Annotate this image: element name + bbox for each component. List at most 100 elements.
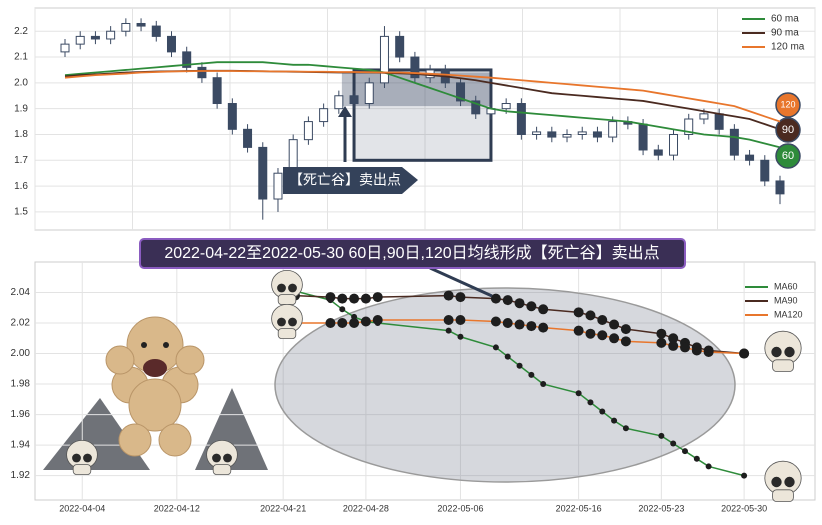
ma-point [445, 327, 452, 334]
ma-point [668, 340, 679, 351]
highlight-box [352, 68, 493, 162]
y-tick-label: 1.9 [14, 103, 28, 114]
legend-label: MA90 [774, 295, 798, 305]
ma-point [691, 345, 702, 356]
legend-label: 60 ma [771, 14, 799, 25]
ma-point [455, 314, 466, 325]
skull [72, 453, 81, 463]
skull [288, 317, 297, 327]
ma-point [457, 333, 464, 340]
ma-point [680, 342, 690, 353]
y-tick-label: 2.0 [14, 78, 28, 89]
ma-point [620, 336, 631, 347]
poodle [143, 359, 167, 377]
y-tick-label: 1.8 [14, 129, 28, 140]
ma-point [703, 347, 714, 358]
skull [784, 476, 795, 488]
candle-body [303, 121, 313, 141]
x-tick-label: 2022-05-16 [556, 503, 602, 513]
skull [277, 294, 297, 305]
candle-body [699, 113, 709, 120]
candle-body [653, 149, 663, 156]
x-tick-label: 2022-04-04 [59, 503, 105, 513]
ma-point [656, 337, 667, 348]
x-tick-label: 2022-05-06 [437, 503, 483, 513]
y-tick-label: 2.2 [14, 26, 28, 37]
skull [772, 359, 794, 372]
x-tick-label: 2022-05-23 [638, 503, 684, 513]
poodle [118, 423, 152, 457]
candle-body [106, 30, 116, 40]
end-badge-label: 120 [780, 99, 795, 109]
skull [212, 464, 232, 475]
end-badge-label: 60 [782, 150, 794, 162]
candle-body [75, 35, 85, 45]
y-tick-label: 1.5 [14, 207, 28, 218]
candle-body [258, 146, 268, 200]
ma-point [622, 425, 629, 432]
legend-label: 120 ma [771, 42, 805, 53]
end-badge-label: 90 [782, 124, 794, 136]
candle-body [60, 43, 70, 53]
ma-point [443, 314, 454, 325]
ma-point [585, 328, 596, 339]
ma-point [705, 463, 712, 470]
candle-body [90, 35, 100, 40]
candle-body [669, 133, 679, 156]
candle-body [714, 113, 724, 130]
y-tick-label: 2.1 [14, 52, 28, 63]
ma-point [337, 318, 348, 329]
ma-point [337, 293, 348, 304]
skull [772, 489, 794, 502]
skull [277, 283, 286, 293]
ma-line [64, 70, 781, 123]
poodle [175, 345, 205, 375]
ma-point [443, 290, 454, 301]
ma-point [490, 316, 501, 327]
ma-point [504, 353, 511, 360]
candle-body [379, 35, 389, 84]
candle-body [364, 82, 374, 105]
candle-body [729, 128, 739, 156]
ma-point [526, 301, 537, 312]
candle-body [456, 82, 466, 102]
banner-box [139, 238, 686, 269]
skull [72, 464, 92, 475]
candle-body [349, 95, 359, 105]
y-tick-label: 1.96 [11, 409, 31, 420]
ma-point [599, 408, 606, 415]
ma-point [455, 292, 466, 303]
ma-point [609, 333, 620, 344]
y-tick-label: 1.92 [11, 470, 31, 481]
candle-body [471, 100, 481, 115]
ma-point [597, 330, 608, 341]
legend-label: 90 ma [771, 28, 799, 39]
x-tick-label: 2022-04-21 [260, 503, 306, 513]
ma-line [64, 61, 781, 149]
end-badge [775, 117, 801, 143]
ma-point [739, 348, 750, 359]
ma-point [656, 328, 667, 339]
candle-body [151, 25, 161, 37]
poodle [105, 345, 135, 375]
ma-point [538, 304, 549, 315]
poodle [163, 342, 169, 348]
annotation: 【死亡谷】卖出点 [289, 172, 401, 188]
candle-body [136, 22, 146, 27]
candle-body [775, 180, 785, 195]
y-tick-label: 1.94 [11, 440, 31, 451]
candle-body [745, 154, 755, 161]
ma-point [492, 344, 499, 351]
ma-point [490, 293, 501, 304]
candle-body [501, 103, 511, 110]
ma-point [339, 306, 346, 313]
ma-point [611, 417, 618, 424]
ma-point [693, 455, 700, 462]
zone-ellipse [274, 287, 736, 483]
candle-body [684, 118, 694, 135]
annotation-box [283, 167, 418, 194]
ma-point [526, 321, 537, 332]
ma-point [620, 324, 631, 335]
ma-point [528, 371, 535, 378]
ma-point [585, 310, 596, 321]
